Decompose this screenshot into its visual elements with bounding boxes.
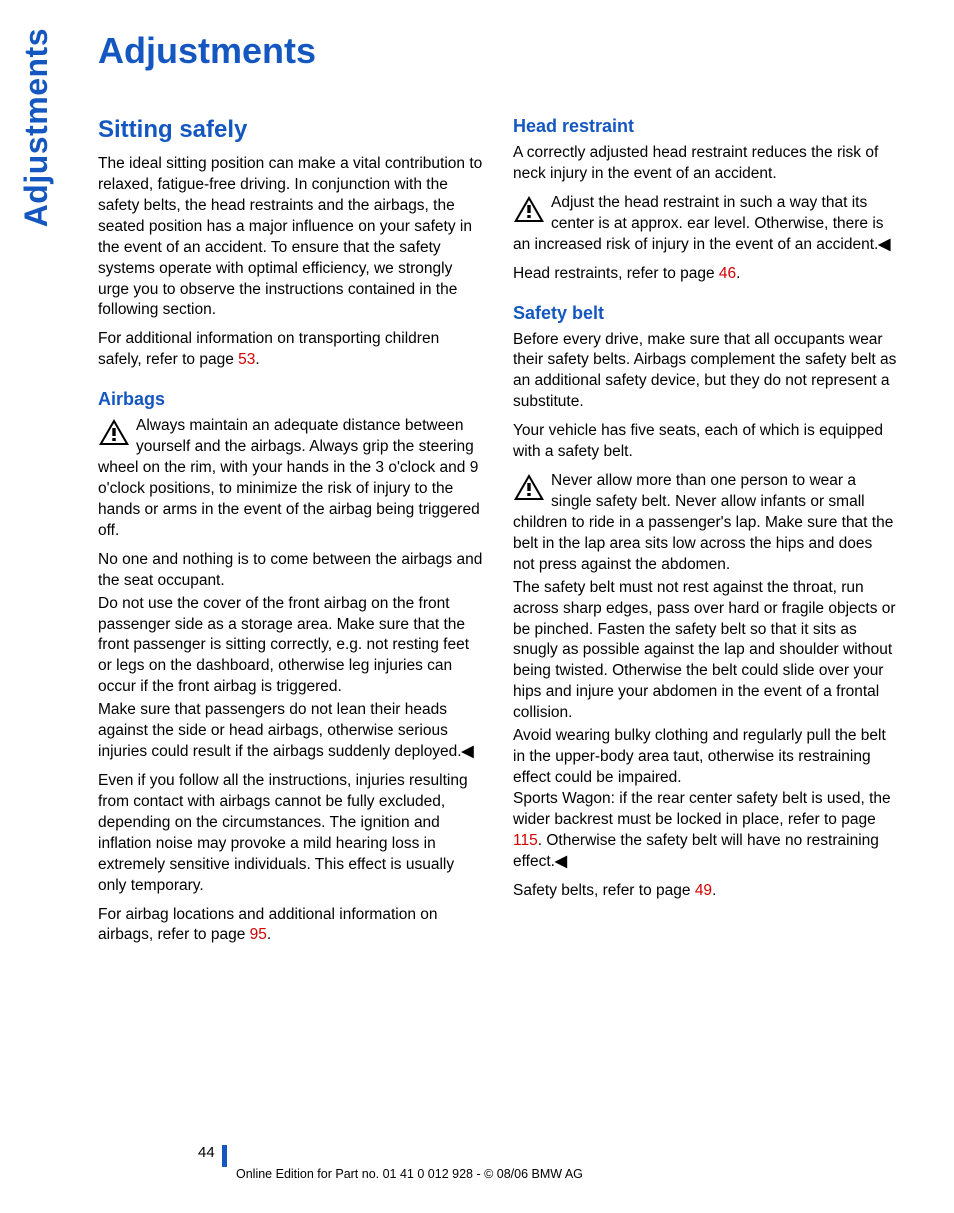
safety-belt-p2: Your vehicle has five seats, each of whi… bbox=[513, 421, 898, 463]
page-ref-115[interactable]: 115 bbox=[513, 832, 538, 849]
head-restraint-ref: Head restraints, refer to page 46. bbox=[513, 264, 898, 285]
text: Adjust the head restraint in such a way … bbox=[513, 194, 884, 253]
text: For additional information on transporti… bbox=[98, 330, 439, 368]
text: . Otherwise the safety belt will have no… bbox=[513, 832, 879, 870]
text: Avoid wearing bulky clothing and regular… bbox=[513, 727, 886, 786]
page-ref-95[interactable]: 95 bbox=[250, 926, 267, 943]
sitting-safely-heading: Sitting safely bbox=[98, 116, 483, 144]
safety-belt-warning-3: Avoid wearing bulky clothing and regular… bbox=[513, 726, 898, 872]
safety-belt-p1: Before every drive, make sure that all o… bbox=[513, 330, 898, 414]
head-restraint-warning: Adjust the head restraint in such a way … bbox=[513, 193, 898, 256]
end-mark-icon: ◀ bbox=[555, 853, 567, 870]
left-column: Sitting safely The ideal sitting positio… bbox=[98, 116, 483, 954]
text: Safety belts, refer to page bbox=[513, 882, 695, 899]
warning-icon bbox=[513, 473, 545, 501]
page-title: Adjustments bbox=[98, 30, 908, 72]
safety-belt-heading: Safety belt bbox=[513, 303, 898, 324]
text: . bbox=[736, 265, 740, 282]
airbags-p5: Even if you follow all the instructions,… bbox=[98, 771, 483, 897]
airbags-p4: Make sure that passengers do not lean th… bbox=[98, 700, 483, 763]
warning-icon bbox=[98, 418, 130, 446]
text: . bbox=[712, 882, 716, 899]
text: . bbox=[267, 926, 271, 943]
page-ref-53[interactable]: 53 bbox=[238, 351, 255, 368]
children-ref-paragraph: For additional information on transporti… bbox=[98, 329, 483, 371]
text: Make sure that passengers do not lean th… bbox=[98, 701, 462, 760]
text: Head restraints, refer to page bbox=[513, 265, 719, 282]
page-content: Adjustments Sitting safely The ideal sit… bbox=[98, 30, 908, 954]
columns: Sitting safely The ideal sitting positio… bbox=[98, 116, 908, 954]
airbags-p3: Do not use the cover of the front airbag… bbox=[98, 594, 483, 699]
text: Always maintain an adequate distance bet… bbox=[98, 417, 480, 539]
right-column: Head restraint A correctly adjusted head… bbox=[513, 116, 898, 954]
airbags-p2: No one and nothing is to come between th… bbox=[98, 550, 483, 592]
safety-belt-ref: Safety belts, refer to page 49. bbox=[513, 881, 898, 902]
text: Never allow more than one person to wear… bbox=[513, 472, 893, 573]
page-ref-49[interactable]: 49 bbox=[695, 882, 712, 899]
intro-paragraph: The ideal sitting position can make a vi… bbox=[98, 154, 483, 321]
safety-belt-warning-1: Never allow more than one person to wear… bbox=[513, 471, 898, 576]
warning-icon bbox=[513, 195, 545, 223]
page-number: 44 bbox=[198, 1144, 215, 1161]
text: . bbox=[255, 351, 259, 368]
end-mark-icon: ◀ bbox=[878, 236, 890, 253]
safety-belt-warning-2: The safety belt must not rest against th… bbox=[513, 578, 898, 724]
airbags-warning-paragraph: Always maintain an adequate distance bet… bbox=[98, 416, 483, 542]
airbags-ref-paragraph: For airbag locations and additional info… bbox=[98, 905, 483, 947]
text: Sports Wagon: if the rear center safety … bbox=[513, 790, 891, 828]
head-restraint-heading: Head restraint bbox=[513, 116, 898, 137]
page-number-bar bbox=[222, 1145, 227, 1167]
footer-text: Online Edition for Part no. 01 41 0 012 … bbox=[236, 1167, 583, 1181]
page-ref-46[interactable]: 46 bbox=[719, 265, 736, 282]
airbags-heading: Airbags bbox=[98, 389, 483, 410]
side-tab: Adjustments bbox=[18, 28, 55, 227]
head-restraint-p1: A correctly adjusted head restraint redu… bbox=[513, 143, 898, 185]
end-mark-icon: ◀ bbox=[462, 743, 474, 760]
